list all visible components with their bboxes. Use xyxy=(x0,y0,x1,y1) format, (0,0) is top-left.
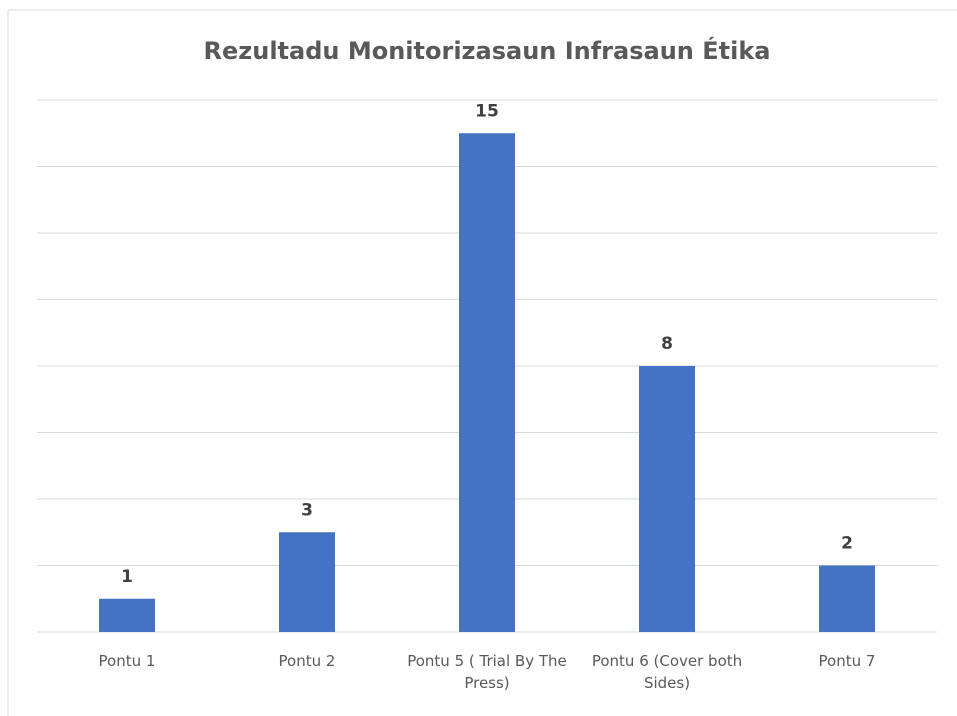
x-tick-label: Pontu 6 (Cover both Sides) xyxy=(591,652,743,692)
data-label: 3 xyxy=(301,500,313,520)
data-label: 8 xyxy=(661,334,673,354)
data-label: 15 xyxy=(475,101,499,121)
chart-title: Rezultadu Monitorizasaun Infrasaun Étika xyxy=(204,36,771,65)
data-label: 1 xyxy=(121,567,133,587)
x-tick-label: Pontu 7 xyxy=(818,652,876,670)
bar xyxy=(459,133,515,632)
bar xyxy=(279,532,335,632)
bar xyxy=(639,366,695,632)
x-tick-label: Pontu 2 xyxy=(278,652,336,670)
bar xyxy=(819,565,875,632)
x-tick-label: Pontu 1 xyxy=(98,652,156,670)
data-label: 2 xyxy=(841,534,853,554)
x-tick-label: Pontu 5 ( Trial By The Press) xyxy=(407,652,567,692)
bar xyxy=(99,598,155,632)
